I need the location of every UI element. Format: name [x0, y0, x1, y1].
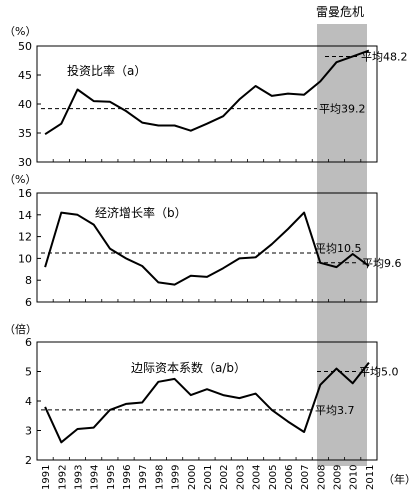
x-tick-label: 2007: [300, 465, 311, 490]
panel-investment-ratio: （%） 投资比率（a） 30 35 40 45 50 平均39.2 平均48.2: [4, 25, 408, 169]
x-tick-label: 1996: [122, 465, 133, 490]
growth-rate-ytick-label: 12: [18, 231, 32, 244]
growth-rate-recent-average-label: 平均9.6: [362, 257, 402, 270]
capital-coefficient-ytick-label: 3: [25, 425, 32, 438]
x-tick-label: 2000: [187, 465, 198, 490]
investment-ratio-ytick-label: 50: [18, 40, 32, 53]
x-tick-label: 2001: [203, 465, 214, 490]
x-tick-label: 1998: [154, 465, 165, 490]
x-axis: 1991 1992 1993 1994 1995 1996 1997 1998 1999 2000…: [41, 465, 376, 490]
capital-coefficient-ytick-label: 2: [25, 454, 32, 467]
capital-coefficient-recent-average-label: 平均5.0: [359, 366, 399, 379]
crisis-shade: [317, 24, 367, 466]
x-axis-unit: （年）: [383, 472, 416, 486]
x-tick-label: 2006: [284, 465, 295, 490]
investment-ratio-recent-average-label: 平均48.2: [361, 50, 408, 63]
x-tick-label: 1999: [171, 465, 182, 490]
panel-growth-rate-title: 经济增长率（b）: [95, 205, 187, 220]
growth-rate-series-line: [44, 211, 370, 286]
x-tick-label: 2003: [235, 465, 246, 490]
capital-coefficient-average-label: 平均3.7: [315, 404, 355, 417]
panel-investment-ratio-title: 投资比率（a）: [67, 63, 146, 78]
x-tick-label: 1993: [73, 465, 84, 490]
growth-rate-plot-frame: [36, 192, 378, 303]
growth-rate-ytick-label: 14: [18, 209, 32, 222]
capital-coefficient-ytick-label: 6: [25, 336, 32, 349]
x-tick-label: 2002: [219, 465, 230, 490]
capital-coefficient-ytick-label: 4: [25, 395, 32, 408]
investment-ratio-average-label: 平均39.2: [319, 103, 366, 116]
investment-ratio-ytick-label: 30: [18, 156, 32, 169]
capital-coefficient-ytick-label: 5: [25, 366, 32, 379]
x-tick-label: 1991: [41, 465, 52, 490]
growth-rate-ytick-label: 6: [25, 296, 32, 309]
growth-rate-ytick-label: 10: [18, 252, 32, 265]
crisis-shade-layer: [317, 24, 367, 466]
investment-ratio-ytick-label: 40: [18, 98, 32, 111]
growth-rate-ytick-label: 8: [25, 274, 32, 287]
x-tick-label: 1995: [106, 465, 117, 490]
investment-ratio-ytick-label: 35: [18, 127, 32, 140]
x-tick-label: 2011: [365, 465, 376, 490]
investment-ratio-ytick-label: 45: [18, 69, 32, 82]
x-tick-label: 2004: [252, 465, 263, 490]
x-tick-label: 1994: [90, 465, 101, 490]
growth-rate-average-label: 平均10.5: [315, 242, 362, 255]
growth-rate-ytick-label: 16: [18, 187, 32, 200]
crisis-label: 雷曼危机: [316, 5, 364, 19]
x-tick-label: 2005: [268, 465, 279, 490]
panel-investment-ratio-ylabel: （%）: [4, 25, 36, 38]
x-tick-label: 1997: [138, 465, 149, 490]
x-tick-label: 2009: [333, 465, 344, 490]
x-tick-label: 1992: [57, 465, 68, 490]
x-tick-label: 2008: [316, 465, 327, 490]
x-tick-label: 2010: [349, 465, 360, 490]
panel-capital-coefficient: （倍） 边际资本系数（a/b） 2 3 4 5 6 平均3.7 平均5.0: [4, 322, 399, 467]
panel-capital-coefficient-ylabel: （倍）: [4, 322, 37, 336]
panel-capital-coefficient-title: 边际资本系数（a/b）: [131, 360, 246, 375]
investment-ratio-series-line: [44, 49, 370, 136]
panel-growth-rate-ylabel: （%）: [4, 173, 36, 186]
